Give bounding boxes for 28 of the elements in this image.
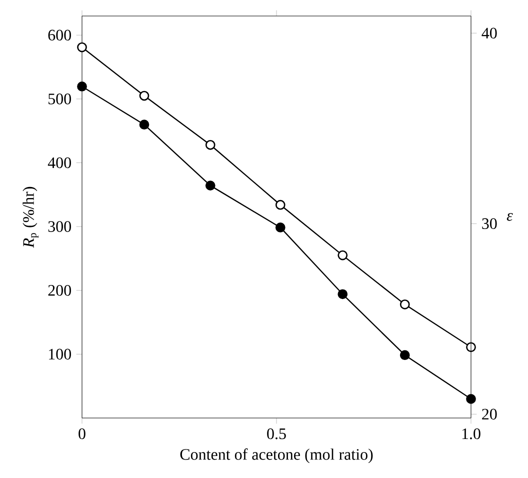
point [400, 350, 410, 360]
point [338, 250, 348, 260]
point [400, 299, 410, 310]
point [139, 120, 150, 130]
y2-tick-label: 30 [482, 218, 497, 230]
y-axis-title: R$_{p}$ (%/hr) [22, 186, 38, 248]
point [466, 394, 476, 404]
y-tick-label: 200 [48, 284, 71, 296]
y-tick-label: 600 [48, 30, 71, 41]
x-tick-label: 0 [78, 428, 86, 440]
point [77, 82, 87, 92]
y2-tick-label: 20 [482, 408, 497, 420]
y2-tick-label: 40 [482, 28, 497, 39]
y-tick-label: 400 [48, 157, 71, 168]
point [139, 90, 150, 101]
point [205, 140, 216, 150]
point [275, 200, 286, 210]
y-tick-label: 300 [48, 221, 71, 232]
x-axis-title: Content of acetone (mol ratio) [180, 448, 373, 464]
point [77, 42, 87, 52]
point [275, 222, 286, 232]
y-tick-label: 500 [48, 94, 71, 104]
y2-axis-title: ε [506, 213, 513, 221]
x-tick-label: 1.0 [462, 428, 480, 440]
point [338, 289, 348, 300]
point [205, 180, 216, 190]
y-tick-label: 100 [49, 348, 71, 360]
x-tick-label: 0.5 [267, 428, 286, 440]
